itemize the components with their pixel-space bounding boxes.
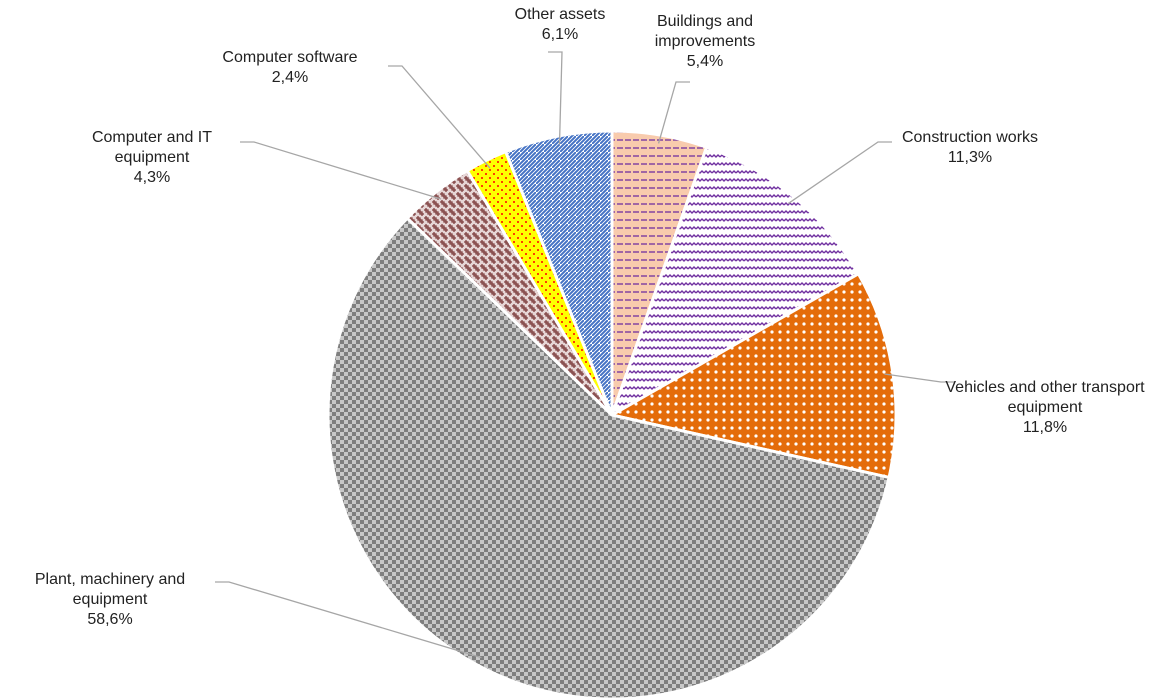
leader-line: [215, 581, 482, 659]
category-label: Construction works: [901, 129, 1039, 146]
value-label: 6,1%: [541, 26, 579, 43]
pie-slice: [503, 129, 614, 416]
leader-line: [657, 81, 690, 144]
data-label: Plant, machinery and equipment 58,6%: [5, 570, 215, 630]
category-label: Vehicles and other transport equipment: [945, 379, 1145, 416]
category-label: Computer software: [222, 49, 358, 66]
leader-line: [788, 141, 892, 204]
leader-line: [548, 51, 563, 145]
pie-slice: [326, 216, 891, 699]
pie-slice: [609, 145, 861, 419]
category-label: Computer and IT equipment: [91, 129, 213, 166]
value-label: 4,3%: [133, 169, 171, 186]
value-label: 11,8%: [1022, 419, 1068, 436]
data-label: Computer and IT equipment 4,3%: [67, 128, 237, 188]
data-label: Vehicles and other transport equipment 11…: [945, 378, 1145, 438]
leader-line: [388, 65, 491, 169]
leader-line: [240, 141, 442, 200]
data-label: Computer software 2,4%: [190, 48, 390, 88]
pie-slice: [607, 271, 898, 480]
category-label: Other assets: [514, 6, 606, 23]
value-label: 5,4%: [686, 53, 724, 70]
value-label: 2,4%: [271, 69, 309, 86]
value-label: 58,6%: [87, 611, 133, 628]
data-label: Buildings and improvements 5,4%: [640, 12, 770, 72]
value-label: 11,3%: [947, 149, 993, 166]
category-label: Buildings and improvements: [654, 13, 756, 50]
category-label: Plant, machinery and equipment: [34, 571, 186, 608]
data-label: Construction works 11,3%: [870, 128, 1070, 168]
data-label: Other assets 6,1%: [495, 5, 625, 45]
leader-line: [884, 373, 955, 383]
